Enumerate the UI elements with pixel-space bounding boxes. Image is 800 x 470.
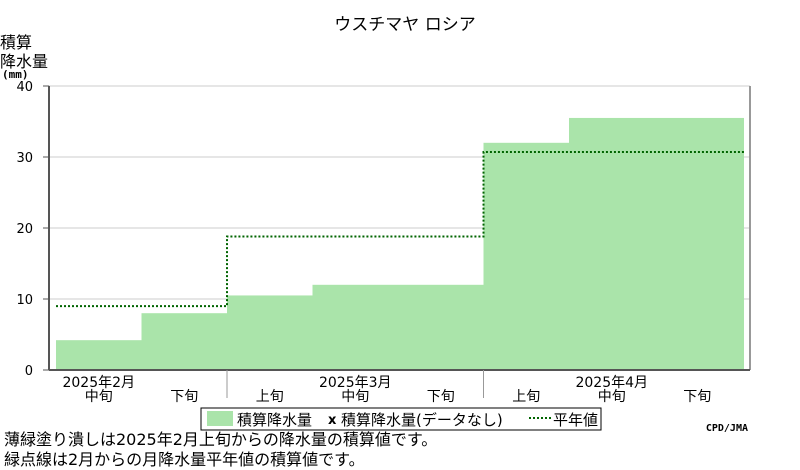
legend-missing-marker: x: [328, 413, 337, 428]
x-month-label: 2025年4月: [575, 375, 648, 391]
y-axis-label-line1: 積算: [0, 33, 32, 52]
precip-bar: [398, 284, 484, 370]
y-tick-label: 10: [16, 293, 33, 308]
accumulated-precipitation-area: [56, 117, 744, 370]
precip-bar: [312, 284, 398, 370]
legend-area-label: 積算降水量: [237, 411, 312, 429]
x-month-label: 2025年2月: [62, 375, 135, 391]
x-period-label: 上旬: [256, 389, 284, 405]
chart-title: ウスチマヤ ロシア: [334, 15, 475, 35]
y-tick-label: 40: [16, 80, 33, 95]
precip-bar: [141, 313, 227, 370]
y-tick-label: 20: [16, 222, 33, 237]
precip-bar: [483, 142, 569, 370]
x-period-label: 中旬: [341, 389, 369, 405]
y-tick-label: 30: [16, 151, 33, 166]
precip-bar: [56, 340, 142, 370]
x-period-label: 下旬: [170, 389, 198, 405]
precip-bar: [654, 117, 744, 370]
precip-bar: [227, 295, 313, 370]
legend-box: [200, 407, 602, 431]
note-fill-description: 薄緑塗り潰しは2025年2月上旬からの降水量の積算値です。: [4, 430, 438, 449]
x-period-label: 中旬: [85, 389, 113, 405]
credit-label: CPD/JMA: [706, 423, 748, 434]
legend-normal-label: 平年値: [553, 411, 598, 429]
y-axis-unit: (mm): [2, 68, 29, 81]
y-tick-label: 0: [25, 364, 33, 379]
x-period-label: 下旬: [427, 389, 455, 405]
y-axis-label-line2: 降水量: [0, 52, 48, 71]
note-line-description: 緑点線は2月からの月降水量平年値の積算値です。: [4, 450, 365, 469]
y-tick-labels: 0 10 20 30 40: [16, 80, 49, 379]
x-period-label: 上旬: [512, 389, 540, 405]
legend-area-swatch: [207, 411, 233, 426]
legend: 積算降水量 x 積算降水量(データなし) 平年値: [200, 407, 602, 431]
x-month-label: 2025年3月: [319, 375, 392, 391]
x-period-label: 下旬: [683, 389, 711, 405]
precip-bar: [569, 117, 655, 370]
legend-missing-label: 積算降水量(データなし): [341, 411, 503, 429]
x-period-label: 中旬: [598, 389, 626, 405]
